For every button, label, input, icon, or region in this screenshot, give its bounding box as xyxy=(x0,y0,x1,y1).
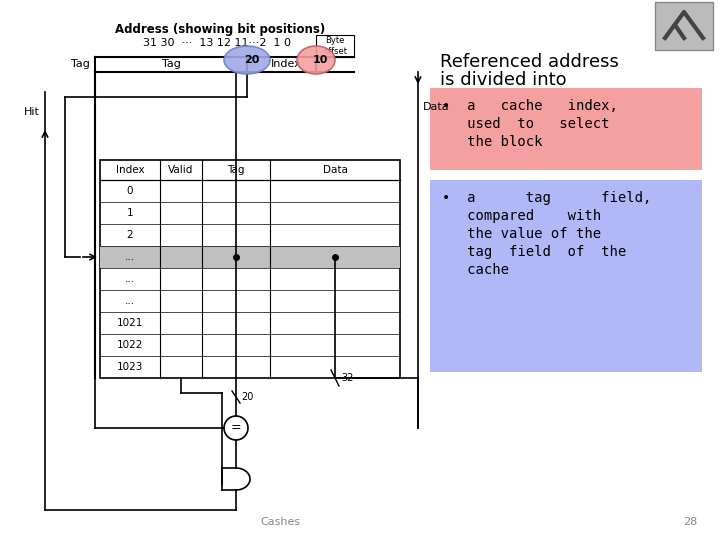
Ellipse shape xyxy=(297,46,335,74)
Text: is divided into: is divided into xyxy=(440,71,567,89)
Text: 1022: 1022 xyxy=(117,340,143,350)
Bar xyxy=(100,160,400,378)
Text: ...: ... xyxy=(125,274,135,284)
Circle shape xyxy=(224,416,248,440)
Text: Valid: Valid xyxy=(168,165,194,175)
Text: the value of the: the value of the xyxy=(442,227,601,241)
Text: Data: Data xyxy=(423,102,449,112)
Text: Byte
offset: Byte offset xyxy=(323,36,347,56)
Text: the block: the block xyxy=(442,135,542,149)
Ellipse shape xyxy=(224,46,270,74)
Text: •  a   cache   index,: • a cache index, xyxy=(442,99,618,113)
Bar xyxy=(100,246,400,268)
Text: 10: 10 xyxy=(312,55,328,65)
Text: •  a      tag      field,: • a tag field, xyxy=(442,191,652,205)
Text: Cashes: Cashes xyxy=(260,517,300,527)
Text: 31 30  ···  13 12 11···2  1 0: 31 30 ··· 13 12 11···2 1 0 xyxy=(143,38,291,48)
Bar xyxy=(430,88,702,170)
Bar xyxy=(222,468,236,490)
Text: 1021: 1021 xyxy=(117,318,143,328)
Bar xyxy=(655,2,713,50)
Text: 1: 1 xyxy=(127,208,133,218)
Text: used  to   select: used to select xyxy=(442,117,610,131)
Text: ...: ... xyxy=(125,296,135,306)
Text: ...: ... xyxy=(125,252,135,262)
Text: 1023: 1023 xyxy=(117,362,143,372)
Text: compared    with: compared with xyxy=(442,209,601,223)
Text: tag  field  of  the: tag field of the xyxy=(442,245,626,259)
Text: Tag: Tag xyxy=(161,59,181,69)
Text: 20: 20 xyxy=(244,55,260,65)
Text: Referenced address: Referenced address xyxy=(440,53,619,71)
Text: cache: cache xyxy=(442,263,509,277)
Text: Data: Data xyxy=(323,165,348,175)
Text: 2: 2 xyxy=(127,230,133,240)
Text: 20: 20 xyxy=(241,392,253,402)
Text: Index: Index xyxy=(116,165,144,175)
Text: =: = xyxy=(230,422,241,435)
Text: Index: Index xyxy=(271,59,302,69)
Bar xyxy=(430,180,702,372)
Text: Tag: Tag xyxy=(228,165,245,175)
Text: 28: 28 xyxy=(683,517,697,527)
Text: Tag: Tag xyxy=(71,59,90,69)
Text: 0: 0 xyxy=(127,186,133,196)
Text: 32: 32 xyxy=(341,373,354,383)
Text: Hit: Hit xyxy=(24,107,40,117)
Bar xyxy=(316,35,354,57)
Text: Address (showing bit positions): Address (showing bit positions) xyxy=(115,24,325,37)
